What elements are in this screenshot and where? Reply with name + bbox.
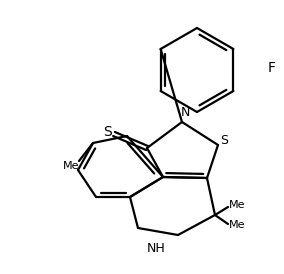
Text: S: S	[220, 133, 228, 147]
Text: F: F	[268, 61, 276, 75]
Text: N: N	[180, 107, 190, 119]
Text: Me: Me	[229, 200, 245, 210]
Text: S: S	[104, 125, 112, 139]
Text: Me: Me	[63, 161, 79, 171]
Text: Me: Me	[229, 220, 245, 230]
Text: NH: NH	[147, 241, 165, 255]
